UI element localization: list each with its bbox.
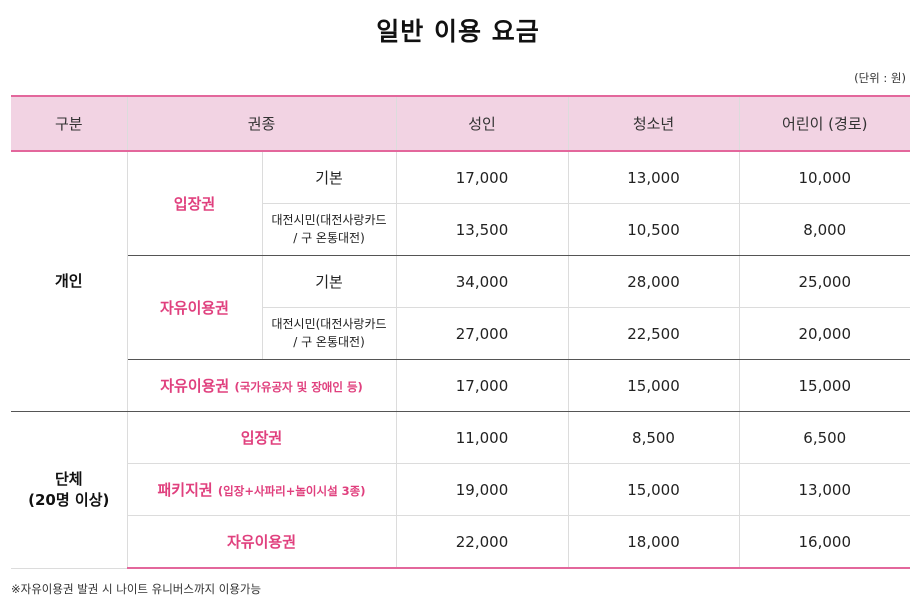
price-adult: 17,000: [395, 359, 569, 412]
price-child: 8,000: [738, 203, 911, 256]
ticket-note: (입장+사파리+놀이시설 3종): [217, 484, 366, 498]
table-row: 대전시민(대전사랑카드 / 구 온통대전) 13,500 10,500 8,00…: [11, 203, 911, 256]
price-child: 13,000: [738, 463, 911, 516]
price-adult: 13,500: [395, 203, 569, 256]
unit-note: (단위 : 원): [854, 71, 906, 85]
ticket-label: 자유이용권: [160, 377, 230, 395]
price-adult: 27,000: [395, 307, 569, 360]
header-category: 구분: [11, 95, 128, 152]
header-adult: 성인: [395, 95, 569, 152]
price-youth: 8,500: [567, 411, 740, 464]
table-row: 자유이용권 기본 34,000 28,000 25,000: [11, 255, 911, 360]
page-title: 일반 이용 요금: [376, 17, 540, 46]
subtype-basic: 기본: [261, 255, 397, 308]
ticket-label: 패키지권: [157, 481, 213, 499]
table-row: 대전시민(대전사랑카드 / 구 온통대전) 27,000 22,500 20,0…: [11, 307, 911, 360]
price-adult: 11,000: [395, 411, 569, 464]
price-child: 25,000: [738, 255, 911, 308]
price-youth: 22,500: [567, 307, 740, 360]
header-ticket: 권종: [126, 95, 397, 152]
ticket-group-admission: 입장권: [126, 411, 397, 464]
price-child: 6,500: [738, 411, 911, 464]
ticket-free-pass: 자유이용권: [127, 255, 263, 360]
price-youth: 28,000: [567, 255, 740, 308]
ticket-group-free-pass: 자유이용권: [127, 515, 397, 569]
price-adult: 34,000: [395, 255, 569, 308]
ticket-free-pass-special: 자유이용권 (국가유공자 및 장애인 등): [127, 359, 397, 412]
price-adult: 19,000: [395, 463, 569, 516]
fee-table: 구분 권종 성인 청소년 어린이 (경로) 개인 입장권 기본 17,000 1…: [11, 95, 911, 569]
header-row: 구분 권종 성인 청소년 어린이 (경로): [11, 95, 911, 152]
subtype-citizen: 대전시민(대전사랑카드 / 구 온통대전): [262, 307, 397, 360]
price-youth: 15,000: [567, 463, 740, 516]
footnote: ※자유이용권 발권 시 나이트 유니버스까지 이용가능: [11, 582, 262, 596]
price-child: 16,000: [738, 515, 911, 569]
price-child: 20,000: [738, 307, 911, 360]
price-youth: 18,000: [567, 515, 740, 569]
group-label-line2: (20명 이상): [28, 490, 110, 509]
subtype-citizen: 대전시민(대전사랑카드 / 구 온통대전): [262, 203, 397, 256]
citizen-label-line1: 대전시민(대전사랑카드: [271, 317, 387, 332]
subtype-basic: 기본: [261, 150, 397, 204]
ticket-admission: 입장권: [126, 150, 263, 256]
category-group: 단체 (20명 이상): [11, 411, 128, 569]
price-adult: 22,000: [395, 515, 569, 569]
table-row: 자유이용권 22,000 18,000 16,000: [11, 515, 911, 569]
table-row: 단체 (20명 이상) 입장권 11,000 8,500 6,500: [11, 411, 911, 569]
citizen-label-line2: / 구 온통대전): [293, 334, 365, 349]
category-individual: 개인: [11, 150, 128, 412]
price-youth: 10,500: [567, 203, 740, 256]
price-youth: 13,000: [567, 150, 740, 204]
price-adult: 17,000: [395, 150, 569, 204]
ticket-note: (국가유공자 및 장애인 등): [234, 380, 363, 394]
price-child: 15,000: [738, 359, 911, 412]
group-label-line1: 단체: [54, 469, 83, 488]
table-row: 자유이용권 (국가유공자 및 장애인 등) 17,000 15,000 15,0…: [11, 359, 911, 412]
table-row: 패키지권 (입장+사파리+놀이시설 3종) 19,000 15,000 13,0…: [11, 463, 911, 516]
table-row: 개인 입장권 기본 17,000 13,000 10,000: [11, 150, 911, 412]
header-youth: 청소년: [567, 95, 740, 152]
header-child: 어린이 (경로): [738, 95, 911, 152]
citizen-label-line2: / 구 온통대전): [293, 230, 365, 245]
price-youth: 15,000: [567, 359, 740, 412]
citizen-label-line1: 대전시민(대전사랑카드: [271, 213, 387, 228]
price-child: 10,000: [738, 150, 911, 204]
ticket-group-package: 패키지권 (입장+사파리+놀이시설 3종): [127, 463, 397, 516]
